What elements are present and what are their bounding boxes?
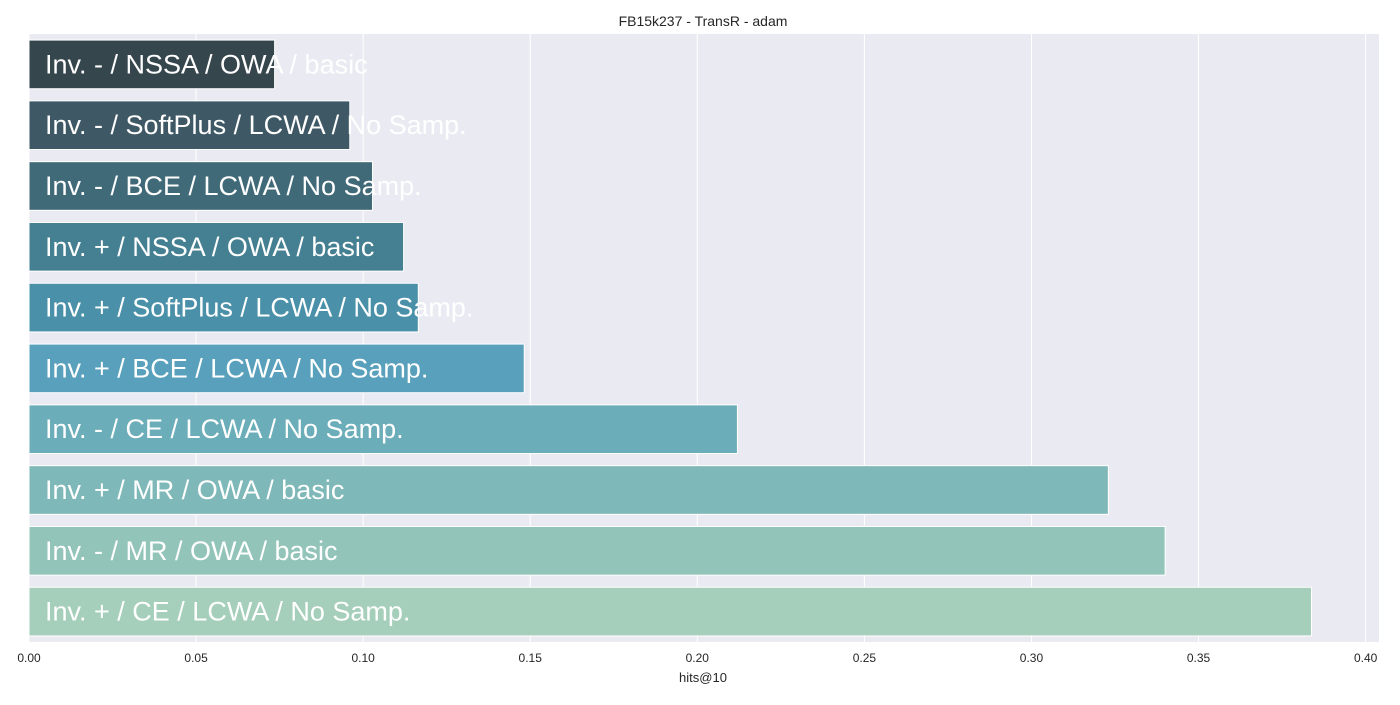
bar-category-label: Inv. - / BCE / LCWA / No Samp. <box>45 171 422 201</box>
x-tick-label: 0.30 <box>1020 651 1044 665</box>
bar-category-label: Inv. + / SoftPlus / LCWA / No Samp. <box>45 293 473 323</box>
bar <box>28 404 738 455</box>
x-tick-label: 0.00 <box>17 651 41 665</box>
x-tick-label: 0.10 <box>351 651 375 665</box>
bar <box>28 100 351 151</box>
x-axis-ticks: 0.00 0.05 0.10 0.15 0.20 0.25 0.30 0.35 0.40 <box>17 651 1377 665</box>
x-axis-label: hits@10 <box>679 670 727 685</box>
x-tick-label: 0.05 <box>184 651 208 665</box>
x-tick-label: 0.15 <box>519 651 543 665</box>
bar <box>28 343 525 394</box>
bar <box>28 161 374 211</box>
bar-category-label: Inv. + / BCE / LCWA / No Samp. <box>45 353 428 383</box>
bar <box>28 39 276 90</box>
bar-category-label: Inv. + / CE / LCWA / No Samp. <box>45 597 410 627</box>
bar-labels: Inv. - / NSSA / OWA / basic Inv. - / Soft… <box>45 49 473 626</box>
chart-title: FB15k237 - TransR - adam <box>619 13 788 29</box>
bar <box>28 221 405 272</box>
bar-category-label: Inv. - / SoftPlus / LCWA / No Samp. <box>45 110 467 140</box>
bars <box>28 39 1312 637</box>
bar <box>28 525 1166 576</box>
bar <box>28 465 1109 515</box>
bar-category-label: Inv. - / NSSA / OWA / basic <box>45 49 368 79</box>
bar <box>28 282 419 333</box>
x-tick-label: 0.40 <box>1354 651 1378 665</box>
x-tick-label: 0.20 <box>686 651 710 665</box>
x-tick-label: 0.35 <box>1187 651 1211 665</box>
bar-category-label: Inv. + / NSSA / OWA / basic <box>45 232 374 262</box>
bar-category-label: Inv. + / MR / OWA / basic <box>45 475 344 505</box>
bar-category-label: Inv. - / CE / LCWA / No Samp. <box>45 414 404 444</box>
x-tick-label: 0.25 <box>853 651 877 665</box>
bar <box>28 586 1312 637</box>
bar-category-label: Inv. - / MR / OWA / basic <box>45 536 338 566</box>
